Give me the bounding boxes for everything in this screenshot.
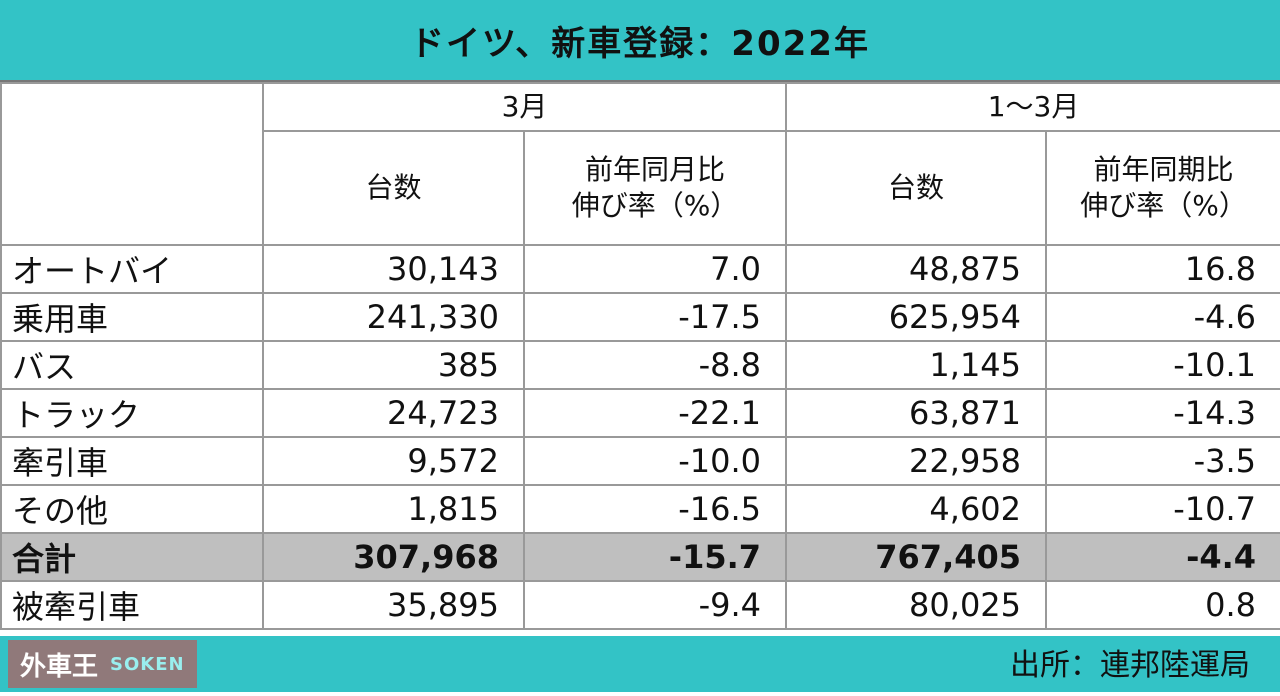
m-units-cell: 24,723	[262, 388, 525, 438]
q-yoy-cell: -3.5	[1045, 436, 1280, 486]
m-units-cell: 241,330	[262, 292, 525, 342]
watermark-logo: 外車王 SOKEN	[8, 640, 197, 688]
q-units-cell: 80,025	[785, 580, 1048, 630]
header-units: 台数	[785, 130, 1048, 246]
m-yoy-cell: -10.0	[522, 436, 788, 486]
q-units-cell: 625,954	[785, 292, 1048, 342]
q-units-cell: 4,602	[785, 484, 1048, 534]
table-row: オートバイ 30,143 7.0 48,875 16.8	[0, 244, 1280, 294]
label-cell: 合計	[0, 532, 264, 582]
q-units-cell: 22,958	[785, 436, 1048, 486]
q-units-cell: 63,871	[785, 388, 1048, 438]
q-yoy-cell: 0.8	[1045, 580, 1280, 630]
m-units-cell: 35,895	[262, 580, 525, 630]
m-yoy-cell: -17.5	[522, 292, 788, 342]
q-units-cell: 48,875	[785, 244, 1048, 294]
table-row: 乗用車 241,330 -17.5 625,954 -4.6	[0, 292, 1280, 342]
label-cell: トラック	[0, 388, 264, 438]
m-yoy-cell: -15.7	[522, 532, 788, 582]
source-note: 出所：連邦陸運局	[0, 636, 1280, 692]
q-yoy-cell: 16.8	[1045, 244, 1280, 294]
q-yoy-cell: -10.1	[1045, 340, 1280, 390]
table-row: 合計 307,968 -15.7 767,405 -4.4	[0, 532, 1280, 582]
label-cell: バス	[0, 340, 264, 390]
label-cell: オートバイ	[0, 244, 264, 294]
table-row: バス 385 -8.8 1,145 -10.1	[0, 340, 1280, 390]
header-march: 3月	[261, 82, 788, 132]
m-units-cell: 9,572	[262, 436, 525, 486]
q-yoy-cell: -14.3	[1045, 388, 1280, 438]
m-units-cell: 30,143	[262, 244, 525, 294]
m-units-cell: 385	[262, 340, 525, 390]
q-units-cell: 1,145	[785, 340, 1048, 390]
label-cell: 乗用車	[0, 292, 264, 342]
header-jan-mar: 1～3月	[785, 82, 1280, 132]
table-row: 被牽引車 35,895 -9.4 80,025 0.8	[0, 580, 1280, 630]
blank-header	[0, 82, 264, 246]
label-cell: その他	[0, 484, 264, 534]
label-cell: 被牽引車	[0, 580, 264, 630]
header-yoy-period: 前年同期比 伸び率（%）	[1045, 130, 1280, 246]
m-yoy-cell: 7.0	[522, 244, 788, 294]
table-title: ドイツ、新車登録：2022年	[0, 0, 1280, 82]
registration-table: 3月 1～3月 台数 前年同月比 伸び率（%） 台数 前年同期比 伸び率（%） …	[0, 82, 1280, 630]
m-yoy-cell: -22.1	[522, 388, 788, 438]
q-yoy-cell: -10.7	[1045, 484, 1280, 534]
header-yoy-month: 前年同月比 伸び率（%）	[522, 130, 788, 246]
table-row: その他 1,815 -16.5 4,602 -10.7	[0, 484, 1280, 534]
q-yoy-cell: -4.6	[1045, 292, 1280, 342]
table-row: 牽引車 9,572 -10.0 22,958 -3.5	[0, 436, 1280, 486]
m-units-cell: 1,815	[262, 484, 525, 534]
m-yoy-cell: -8.8	[522, 340, 788, 390]
watermark-top: 外車王	[20, 651, 99, 682]
table-row: トラック 24,723 -22.1 63,871 -14.3	[0, 388, 1280, 438]
q-yoy-cell: -4.4	[1045, 532, 1280, 582]
m-yoy-cell: -16.5	[522, 484, 788, 534]
m-yoy-cell: -9.4	[522, 580, 788, 630]
q-units-cell: 767,405	[785, 532, 1048, 582]
header-units: 台数	[262, 130, 525, 246]
watermark-bottom: SOKEN	[110, 653, 185, 675]
m-units-cell: 307,968	[262, 532, 525, 582]
label-cell: 牽引車	[0, 436, 264, 486]
